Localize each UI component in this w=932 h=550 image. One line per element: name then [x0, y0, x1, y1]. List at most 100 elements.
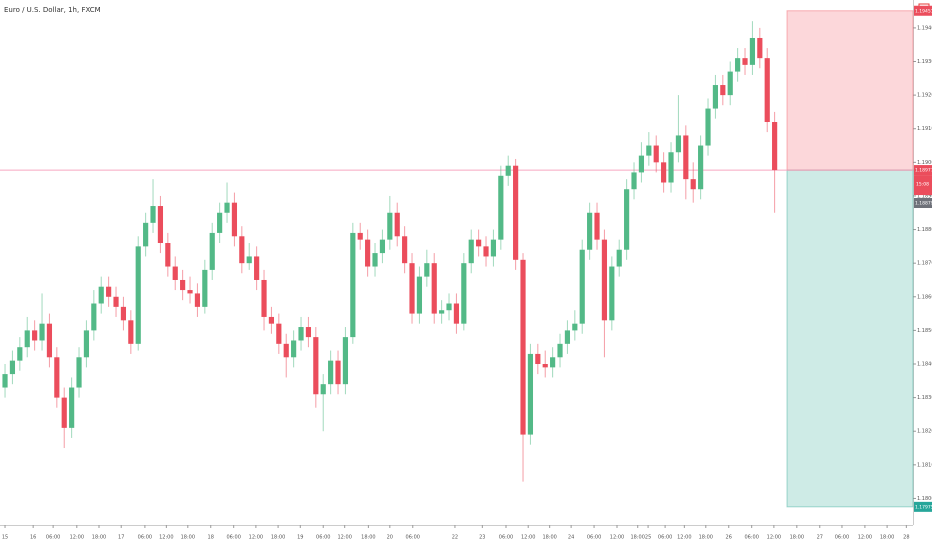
candle-body [187, 290, 193, 294]
x-tick-label: 12:00 [159, 535, 173, 541]
candle-body [550, 357, 556, 368]
candle-body [69, 387, 75, 428]
x-tick-label: 18:00 [92, 535, 106, 541]
x-tick-label: 17 [118, 535, 124, 541]
candle-body [594, 212, 600, 240]
x-tick-label: 27 [817, 535, 823, 541]
x-tick-label: 23 [479, 535, 485, 541]
candle-body [32, 330, 38, 341]
candle-body [120, 306, 127, 321]
x-tick-label: 06:00 [406, 535, 420, 541]
x-tick-label: 24 [568, 535, 574, 541]
candle-body [46, 323, 53, 358]
candle-body [91, 303, 97, 331]
candle-body [54, 357, 60, 398]
candle-body [638, 155, 645, 173]
candle-body [653, 145, 659, 163]
x-tick-label: 20 [387, 535, 393, 541]
candle-body [231, 202, 238, 237]
candle-body [246, 256, 252, 264]
x-tick-label: 18:00 [699, 535, 713, 541]
candle-body [254, 256, 260, 280]
y-tick-label: 1.19300 [917, 59, 932, 65]
candle-body [564, 330, 571, 344]
x-tick-label: 06:00 [316, 535, 330, 541]
marker-price-label: 1.18879 [915, 201, 932, 207]
x-tick-label: 28 [903, 535, 909, 541]
candle-body [609, 266, 615, 321]
stop-zone [786, 10, 914, 171]
candle-body [661, 162, 667, 183]
candle-body [313, 337, 319, 395]
x-tick-label: 06:00 [46, 535, 60, 541]
candle-body [402, 236, 408, 264]
x-tick-label: 18:00 [181, 535, 195, 541]
candle-body [624, 189, 630, 250]
x-tick-label: 12:00 [858, 535, 872, 541]
candle-body [61, 397, 67, 428]
candle-body [646, 145, 652, 156]
x-tick-label: 16 [30, 535, 36, 541]
x-tick-label: 06:00 [835, 535, 849, 541]
x-tick-label: 06:00 [587, 535, 601, 541]
candle-body [601, 239, 608, 321]
candle-body [675, 135, 682, 153]
candle-body [305, 327, 312, 338]
candle-body [276, 323, 282, 344]
candle-body [424, 263, 430, 277]
candle-body [150, 206, 156, 223]
y-tick-label: 1.19400 [917, 25, 932, 31]
candle-body [468, 239, 474, 264]
x-tick-label: 06:00 [226, 535, 240, 541]
x-tick-label: 25 [645, 535, 651, 541]
candle-body [157, 206, 164, 244]
candle-body [764, 58, 770, 123]
x-tick-label: 12:00 [249, 535, 263, 541]
candle-body [172, 266, 178, 280]
x-tick-label: 18 [208, 535, 214, 541]
candle-body [557, 343, 563, 358]
candle-body [757, 37, 763, 59]
x-tick-label: 26 [726, 535, 732, 541]
y-tick-label: 1.18800 [917, 227, 932, 233]
countdown-bg [914, 175, 932, 196]
candle-body [431, 263, 437, 314]
candle-body [476, 239, 482, 247]
y-tick-label: 1.19200 [917, 93, 932, 99]
candle-body [39, 323, 45, 341]
candle-body [113, 296, 119, 307]
marker-price-label-bg [914, 198, 932, 209]
candle-body [24, 330, 30, 348]
stop-label-bg [914, 5, 932, 16]
candle-body [387, 212, 393, 240]
x-tick-label: 12:00 [70, 535, 84, 541]
x-tick-label: 18:00 [880, 535, 894, 541]
candle-body [350, 232, 356, 338]
x-tick-label: 18:00 [271, 535, 285, 541]
y-tick-label: 1.18100 [917, 462, 932, 468]
candle-body [239, 236, 245, 264]
candle-body [291, 340, 297, 358]
x-tick-label: 06:00 [744, 535, 758, 541]
target-label-bg [914, 501, 932, 512]
candle-body [720, 85, 726, 96]
candle-body [180, 279, 186, 291]
candle-body [9, 360, 16, 375]
target-label: 1.17975 [915, 504, 932, 510]
chart-title: Euro / U.S. Dollar, 1h, FXCM [4, 6, 101, 14]
last-price-label: 1.18977 [915, 168, 932, 174]
x-tick-label: 18:00 [542, 535, 556, 541]
y-tick-label: 1.19100 [917, 126, 932, 132]
x-tick-label: 12:00 [767, 535, 781, 541]
candle-body [379, 239, 386, 254]
x-tick-label: 18:00 [631, 535, 645, 541]
candle-body [453, 303, 460, 324]
candle-body [365, 239, 371, 267]
candle-body [498, 175, 504, 240]
candle-body [698, 145, 704, 190]
candle-body [483, 246, 489, 257]
y-tick-label: 1.18400 [917, 362, 932, 368]
y-tick-label: 1.18900 [917, 193, 932, 199]
candle-body [416, 276, 423, 314]
